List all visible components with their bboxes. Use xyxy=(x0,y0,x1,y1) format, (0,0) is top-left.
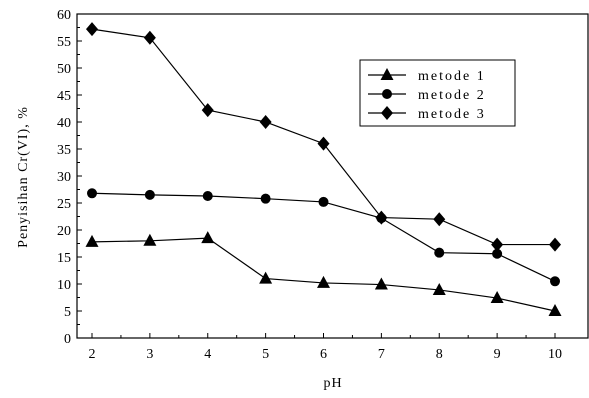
series-3 xyxy=(86,22,561,252)
series-3-point xyxy=(143,30,156,45)
series-3-point xyxy=(86,22,98,37)
series-2-point xyxy=(87,188,97,199)
series-1-point xyxy=(201,231,215,244)
legend-marker xyxy=(382,89,392,99)
series-2-point xyxy=(318,196,329,207)
y-axis-title: Penyisihan Cr(VI), % xyxy=(16,106,31,248)
y-tick-label: 20 xyxy=(57,224,71,239)
legend-marker xyxy=(381,106,393,120)
series-1-point xyxy=(85,234,99,247)
y-tick-label: 10 xyxy=(57,278,71,293)
series-2-point xyxy=(434,247,445,258)
x-tick-label: 8 xyxy=(436,347,443,362)
series-3-point xyxy=(201,103,214,118)
series-1-point xyxy=(143,233,157,246)
series-1 xyxy=(85,231,562,316)
series-2 xyxy=(87,188,560,287)
legend: metode 1 metode 2 metode 3 xyxy=(359,59,516,127)
x-tick-label: 5 xyxy=(262,347,269,362)
legend-label: metode 1 xyxy=(418,69,486,84)
y-tick-label: 50 xyxy=(57,62,71,77)
x-tick-label: 10 xyxy=(548,347,562,362)
x-axis: 2 3 4 5 6 7 8 9 10 xyxy=(89,333,562,362)
series-3-point xyxy=(549,237,561,252)
series-1-point xyxy=(317,275,330,288)
y-tick-label: 60 xyxy=(57,8,71,23)
y-tick-label: 5 xyxy=(64,305,71,320)
x-axis-title: pH xyxy=(323,376,342,391)
legend-label: metode 3 xyxy=(418,107,486,122)
series-1-line xyxy=(91,237,556,312)
series-3-point xyxy=(375,210,388,225)
y-tick-label: 55 xyxy=(57,35,71,50)
series-1-point xyxy=(374,277,388,290)
y-tick-label: 25 xyxy=(57,197,71,212)
x-tick-label: 9 xyxy=(494,347,501,362)
y-tick-label: 0 xyxy=(64,332,71,347)
series-layer xyxy=(85,22,562,316)
y-tick-label: 30 xyxy=(57,170,71,185)
series-1-point xyxy=(548,304,562,316)
x-tick-label: 3 xyxy=(146,347,153,362)
series-1-point xyxy=(490,291,504,304)
series-1-point xyxy=(259,271,273,284)
series-1-point xyxy=(432,282,446,295)
legend-label: metode 2 xyxy=(418,88,486,103)
y-tick-label: 35 xyxy=(57,143,71,158)
series-2-point xyxy=(550,276,560,287)
x-tick-label: 4 xyxy=(204,347,211,362)
series-2-point xyxy=(144,189,155,200)
y-tick-label: 45 xyxy=(57,89,71,104)
y-tick-label: 40 xyxy=(57,116,71,131)
x-tick-label: 2 xyxy=(89,347,96,362)
y-tick-label: 15 xyxy=(57,251,71,266)
series-3-point xyxy=(433,212,446,227)
series-3-point xyxy=(259,115,272,129)
x-tick-label: 6 xyxy=(320,347,327,362)
series-3-point xyxy=(317,136,330,151)
x-tick-label: 7 xyxy=(378,347,385,362)
series-3-point xyxy=(491,237,504,252)
legend-marker xyxy=(380,68,394,80)
series-2-point xyxy=(202,190,213,201)
series-2-point xyxy=(492,248,503,259)
y-axis: 0 5 10 15 20 25 30 35 40 45 50 55 60 xyxy=(57,8,82,347)
series-2-point xyxy=(260,193,271,204)
